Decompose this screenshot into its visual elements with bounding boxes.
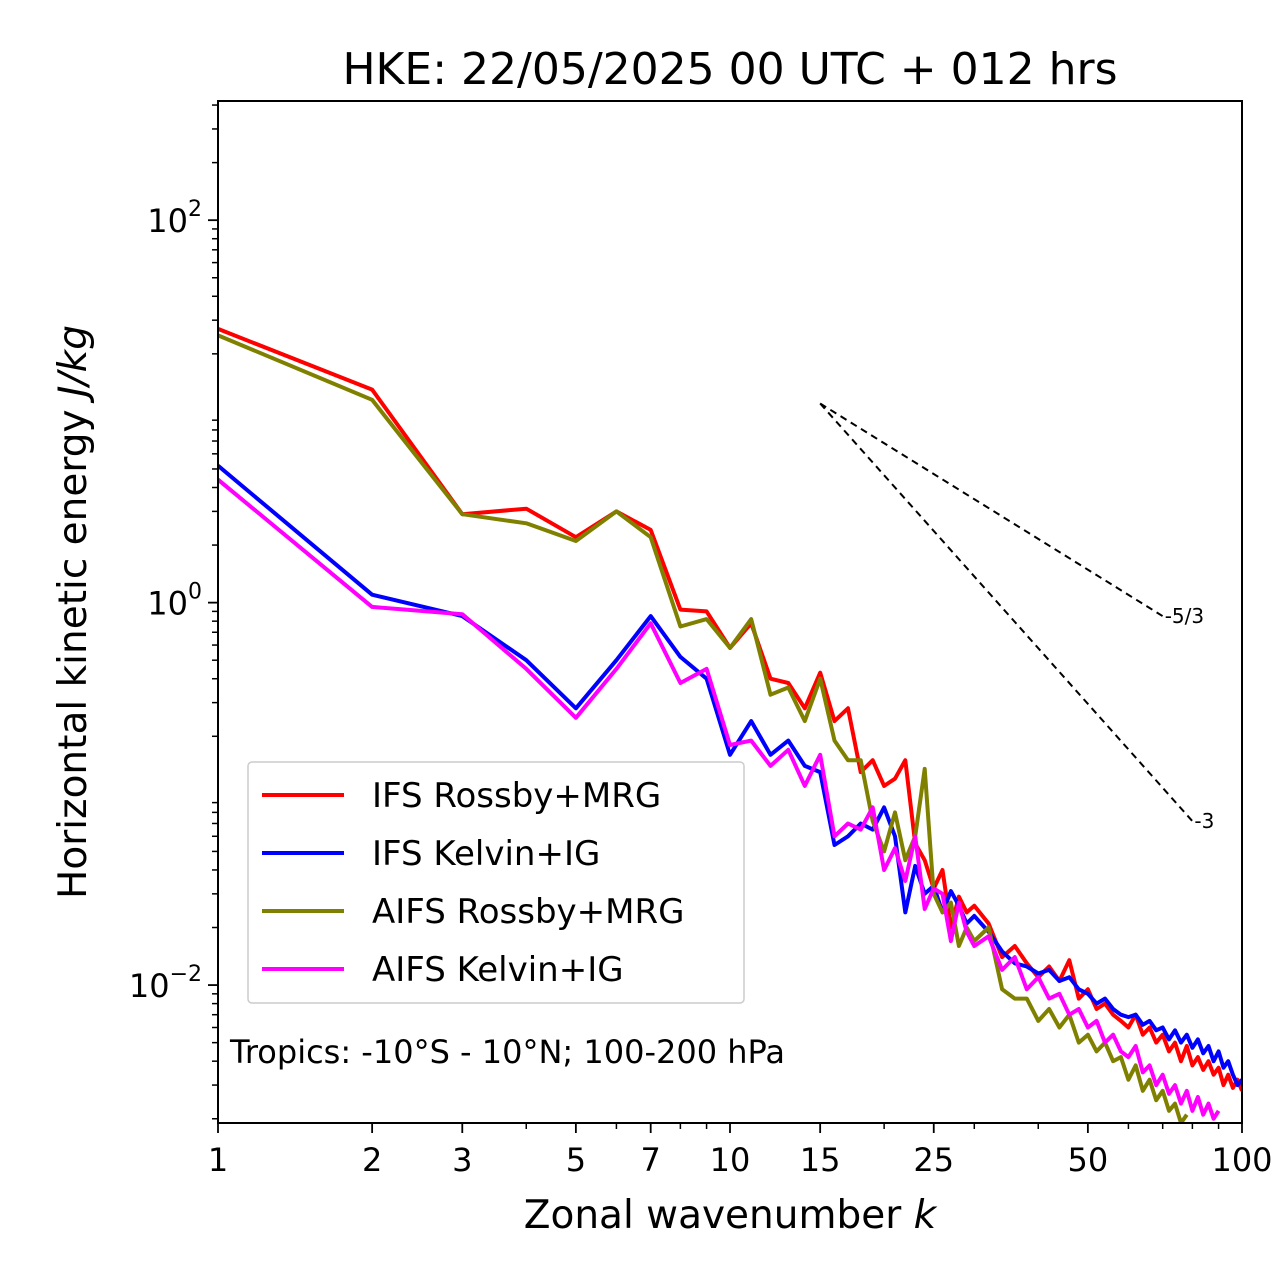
x-tick-label: 7	[641, 1141, 661, 1179]
x-tick-label: 10	[710, 1141, 751, 1179]
y-tick-label: 102	[147, 197, 202, 240]
x-tick-label: 2	[362, 1141, 382, 1179]
legend-label: AIFS Kelvin+IG	[372, 950, 624, 990]
legend-frame	[247, 761, 745, 1004]
legend-label: IFS Rossby+MRG	[372, 776, 661, 816]
y-axis-ticks: 102 100 10−2	[129, 104, 218, 1120]
x-tick-label: 15	[800, 1141, 841, 1179]
x-tick-label: 1	[208, 1141, 228, 1179]
legend: IFS Rossby+MRG IFS Kelvin+IG AIFS Rossby+M…	[247, 761, 745, 1004]
x-tick-label: 5	[566, 1141, 586, 1179]
x-tick-label: 3	[452, 1141, 472, 1179]
legend-item: AIFS Kelvin+IG	[262, 950, 624, 990]
y-axis-label: Horizontal kinetic energy J/kg	[51, 325, 96, 899]
reference-slope-label: -5/3	[1165, 604, 1204, 628]
reference-slope-line	[819, 402, 1194, 822]
legend-label: AIFS Rossby+MRG	[372, 892, 684, 932]
x-tick-label: 25	[913, 1141, 954, 1179]
chart-title: HKE: 22/05/2025 00 UTC + 012 hrs	[342, 44, 1117, 95]
x-tick-label: 100	[1211, 1141, 1272, 1179]
legend-label: IFS Kelvin+IG	[372, 834, 600, 874]
reference-slope-label: -3	[1194, 809, 1214, 833]
legend-item: IFS Kelvin+IG	[262, 834, 600, 874]
reference-slopes: -5/3 -3	[819, 402, 1214, 833]
legend-item: AIFS Rossby+MRG	[262, 892, 684, 932]
x-tick-label: 50	[1068, 1141, 1109, 1179]
legend-item: IFS Rossby+MRG	[262, 776, 661, 816]
region-annotation: Tropics: -10°S - 10°N; 100-200 hPa	[229, 1033, 785, 1071]
series-line-ifs-kelvin-ig	[218, 464, 1242, 1088]
series-line-ifs-rossby-mrg	[218, 327, 1242, 1092]
series-line-aifs-kelvin-ig	[218, 478, 1221, 1121]
x-axis-label: Zonal wavenumber k	[524, 1193, 938, 1238]
y-tick-label: 100	[147, 580, 202, 623]
series-lines	[218, 327, 1242, 1123]
x-axis-ticks: 1 2 3 5 7 10 15 25 50 100	[208, 1123, 1273, 1179]
y-tick-label: 10−2	[129, 962, 202, 1005]
